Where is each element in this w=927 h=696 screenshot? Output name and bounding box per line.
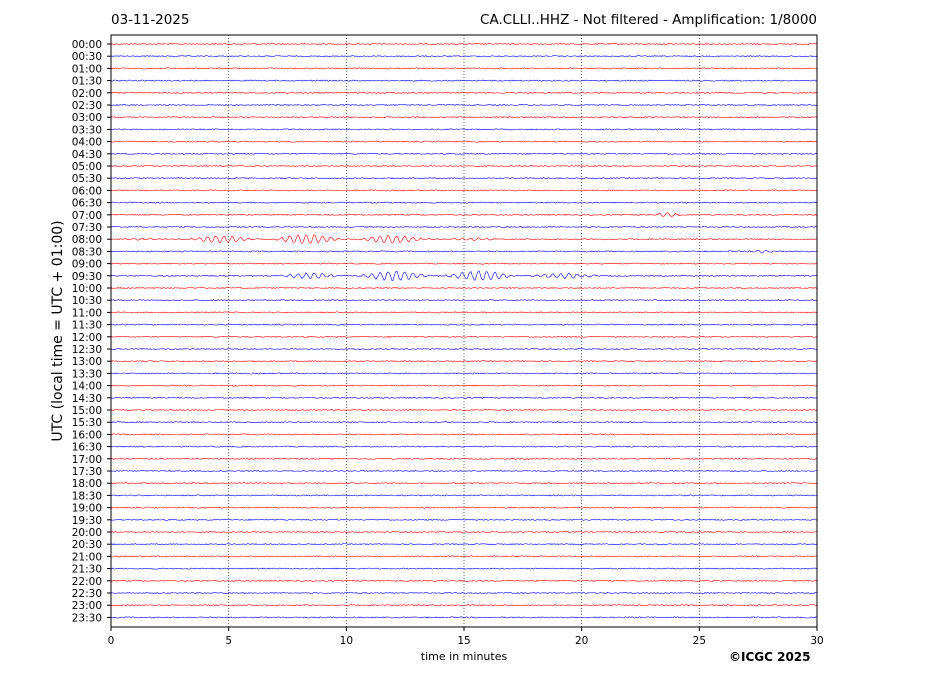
row-label: 07:30 [72,222,102,234]
trace-0300 [110,116,818,119]
row-label: 01:00 [72,63,102,75]
row-label: 23:30 [72,612,102,624]
row-label: 02:00 [72,88,102,100]
row-label: 22:30 [72,588,102,600]
row-label: 13:30 [72,368,102,380]
row-label: 06:30 [72,198,102,210]
trace-1200 [110,335,818,338]
row-label: 09:00 [72,259,102,271]
row-label: 15:00 [72,405,102,417]
row-label: 00:00 [72,39,102,51]
row-label: 14:30 [72,393,102,405]
row-label: 05:30 [72,173,102,185]
station-info-title: CA.CLLI..HHZ - Not filtered - Amplificat… [480,12,817,28]
trace-1800 [110,482,818,485]
trace-0500 [110,164,817,167]
trace-2130 [110,567,818,570]
row-label: 11:00 [72,307,102,319]
row-label: 06:00 [72,185,102,197]
row-label: 05:00 [72,161,102,173]
row-label: 10:30 [72,295,102,307]
row-label: 17:30 [72,466,102,478]
trace-0400 [110,140,818,143]
traces-group [110,42,818,619]
date-label: 03-11-2025 [111,12,190,28]
row-label: 21:30 [72,564,102,576]
row-label: 03:00 [72,112,102,124]
row-label: 08:30 [72,246,102,258]
row-label: 12:30 [72,344,102,356]
row-label: 16:00 [72,429,102,441]
row-label: 10:00 [72,283,102,295]
x-axis-label: time in minutes [421,650,508,663]
row-label: 22:00 [72,576,102,588]
row-label: 20:30 [72,539,102,551]
x-tick-label: 15 [457,635,470,647]
row-label: 18:30 [72,490,102,502]
trace-0630 [110,201,818,204]
row-label: 23:00 [72,600,102,612]
row-label: 12:00 [72,332,102,344]
row-label: 01:30 [72,76,102,88]
x-tick-label: 20 [575,635,588,647]
x-tick-label: 30 [810,635,823,647]
trace-0700 [110,212,818,218]
row-label: 08:00 [72,234,102,246]
trace-1300 [110,360,818,363]
row-label: 09:30 [72,271,102,283]
trace-1900 [110,506,818,509]
row-label: 11:30 [72,320,102,332]
row-label: 07:00 [72,210,102,222]
row-label: 18:00 [72,478,102,490]
row-label: 19:00 [72,503,102,515]
trace-1100 [110,311,818,314]
row-label: 00:30 [72,51,102,63]
trace-0600 [110,189,818,192]
row-label: 21:00 [72,551,102,563]
row-label: 15:30 [72,417,102,429]
x-tick-label: 25 [693,635,706,647]
trace-2000 [110,530,818,534]
trace-2030 [110,543,818,546]
trace-2100 [110,555,818,558]
trace-1330 [110,372,818,375]
x-tick-label: 10 [340,635,353,647]
grid-lines [228,35,700,627]
row-label: 02:30 [72,100,102,112]
plot-frame [110,34,818,628]
row-label: 04:00 [72,137,102,149]
y-axis-label: UTC (local time = UTC + 01:00) [50,220,66,441]
row-label: 13:00 [72,356,102,368]
x-tick-label: 5 [225,635,232,647]
trace-1830 [110,494,818,497]
trace-0430 [110,152,818,155]
row-label: 20:00 [72,527,102,539]
row-label: 03:30 [72,124,102,136]
row-label: 16:30 [72,442,102,454]
row-label: 04:30 [72,149,102,161]
trace-1400 [110,384,818,387]
row-label: 17:00 [72,454,102,466]
x-tick-label: 0 [108,635,115,647]
trace-1130 [110,323,818,326]
row-label: 14:00 [72,381,102,393]
trace-1930 [110,518,818,521]
trace-2200 [110,579,818,582]
trace-0530 [110,177,818,180]
copyright-label: ©ICGC 2025 [729,650,811,664]
row-labels-group: 00:0000:3001:0001:3002:0002:3003:0003:30… [72,39,111,624]
trace-0330 [110,128,818,131]
trace-1230 [110,347,818,350]
x-ticks-group: 0 5 10 15 20 25 30 [108,627,824,647]
row-label: 19:30 [72,515,102,527]
